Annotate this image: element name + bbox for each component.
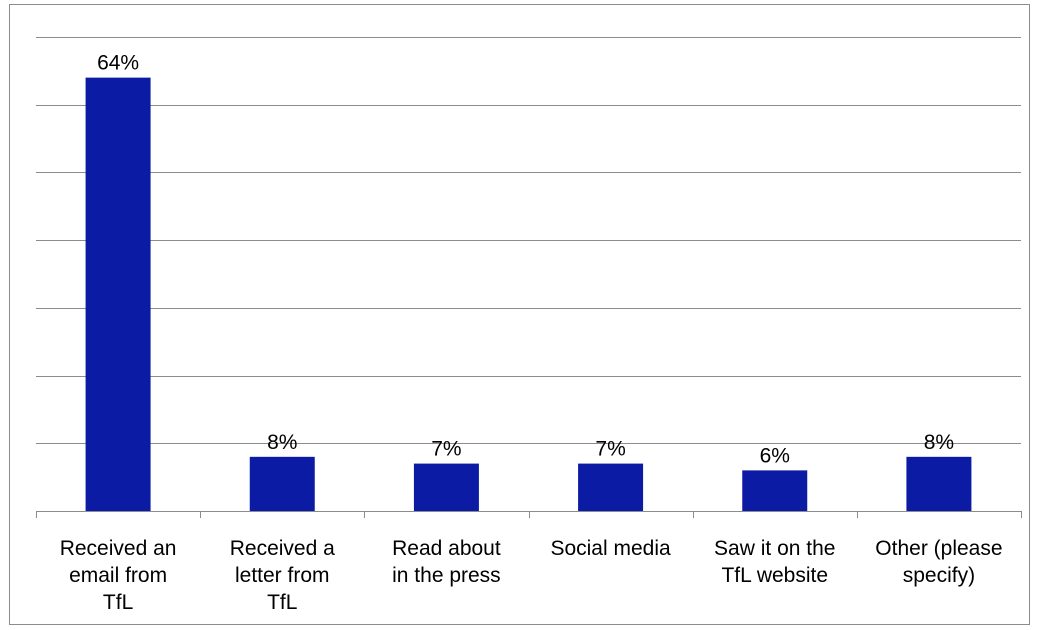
category-label: Social media	[550, 537, 671, 560]
category-label: TfL	[267, 591, 297, 614]
data-label: 7%	[431, 438, 461, 461]
category-label: Received a	[230, 537, 335, 560]
category-labels: Received an email from TfL Received a letter…	[60, 537, 1003, 614]
category-label: Received an	[60, 537, 177, 560]
data-label: 6%	[760, 444, 790, 467]
bar	[85, 77, 151, 511]
data-label: 64%	[97, 52, 139, 75]
chart-frame	[9, 4, 1030, 625]
category-label: specify)	[903, 564, 975, 587]
data-label: 7%	[595, 438, 625, 461]
data-labels: 64% 8% 7% 7% 6% 8%	[97, 52, 954, 468]
category-label: Saw it on the	[714, 537, 835, 560]
bar	[413, 463, 479, 511]
bar	[578, 463, 644, 511]
category-label: TfL website	[721, 564, 828, 587]
category-label: Read about	[392, 537, 501, 560]
category-label: in the press	[392, 564, 501, 587]
category-label: Other (please	[875, 537, 1002, 560]
bars	[85, 77, 972, 511]
bar	[906, 456, 972, 511]
gridlines	[36, 37, 1021, 444]
bar	[742, 470, 808, 511]
data-label: 8%	[924, 431, 954, 454]
data-label: 8%	[267, 431, 297, 454]
category-label: email from	[69, 564, 167, 587]
bar	[249, 456, 315, 511]
x-axis	[36, 511, 1022, 518]
category-label: TfL	[103, 591, 133, 614]
category-label: letter from	[235, 564, 330, 587]
